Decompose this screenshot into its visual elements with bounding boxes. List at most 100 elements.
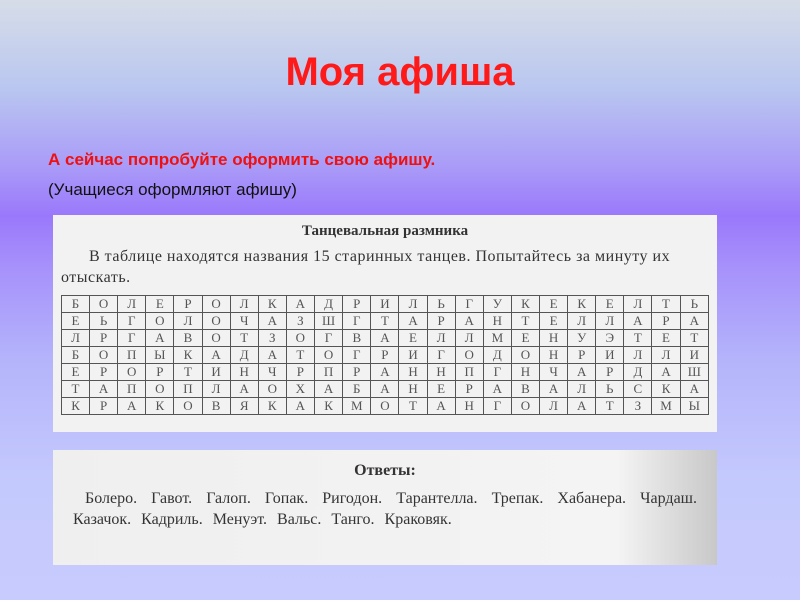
grid-cell: Л: [623, 346, 653, 364]
answers-text: Болеро. Гавот. Галоп. Гопак. Ригодон. Та…: [73, 490, 697, 528]
grid-cell: А: [539, 380, 569, 398]
grid-cell: А: [370, 380, 400, 398]
grid-cell: Н: [539, 329, 569, 347]
grid-cell: Е: [60, 312, 91, 330]
grid-cell: И: [201, 363, 231, 381]
grid-cell: З: [285, 312, 315, 330]
grid-cell: Н: [398, 380, 428, 398]
grid-cell: М: [342, 397, 372, 415]
grid-cell: С: [623, 380, 653, 398]
grid-cell: О: [285, 329, 315, 347]
grid-cell: Г: [313, 329, 344, 347]
grid-cell: А: [623, 312, 653, 330]
grid-cell: К: [173, 346, 203, 364]
grid-cell: Р: [454, 380, 484, 398]
grid-cell: Л: [173, 312, 203, 330]
grid-cell: О: [145, 380, 175, 398]
grid-cell: О: [201, 312, 231, 330]
grid-cell: О: [313, 346, 344, 364]
grid-cell: В: [342, 329, 372, 347]
grid-cell: О: [257, 380, 287, 398]
grid-cell: И: [595, 346, 625, 364]
grid-cell: К: [567, 295, 597, 313]
grid-cell: И: [398, 346, 428, 364]
grid-cell: А: [398, 312, 428, 330]
grid-cell: М: [482, 329, 512, 347]
grid-cell: Б: [60, 295, 91, 313]
grid-cell: Д: [623, 363, 653, 381]
grid-cell: А: [567, 397, 597, 415]
grid-cell: А: [482, 380, 512, 398]
grid-cell: А: [370, 329, 400, 347]
grid-cell: А: [285, 295, 315, 313]
grid-cell: Л: [229, 295, 259, 313]
grid-cell: Л: [454, 329, 484, 347]
grid-cell: Ь: [679, 295, 710, 313]
grid-cell: Ш: [679, 363, 710, 381]
grid-cell: У: [482, 295, 512, 313]
grid-cell: Н: [482, 312, 512, 330]
grid-cell: А: [651, 363, 681, 381]
grid-cell: Р: [89, 397, 119, 415]
grid-cell: Г: [454, 295, 484, 313]
grid-cell: К: [257, 295, 287, 313]
grid-cell: А: [257, 312, 287, 330]
grid-cell: Л: [539, 397, 569, 415]
grid-cell: Л: [651, 346, 681, 364]
grid-cell: А: [201, 346, 231, 364]
grid-cell: Л: [60, 329, 91, 347]
grid-cell: О: [370, 397, 400, 415]
grid-cell: Т: [285, 346, 315, 364]
grid-cell: Е: [60, 363, 91, 381]
grid-cell: Р: [426, 312, 456, 330]
grid-cell: А: [454, 312, 484, 330]
grid-cell: В: [173, 329, 203, 347]
grid-cell: У: [567, 329, 597, 347]
grid-cell: Ь: [426, 295, 456, 313]
grid-cell: Р: [567, 346, 597, 364]
grid-cell: Ч: [229, 312, 259, 330]
grid-cell: О: [454, 346, 484, 364]
grid-cell: К: [145, 397, 175, 415]
grid-cell: Н: [454, 397, 484, 415]
grid-cell: Т: [651, 295, 681, 313]
grid-cell: Ь: [595, 380, 625, 398]
grid-cell: Т: [398, 397, 428, 415]
grid-cell: О: [117, 363, 147, 381]
grid-cell: Л: [595, 312, 625, 330]
grid-cell: Л: [426, 329, 456, 347]
grid-cell: Р: [89, 329, 119, 347]
grid-cell: А: [229, 380, 259, 398]
grid-cell: Р: [342, 363, 372, 381]
grid-cell: Е: [539, 312, 569, 330]
grid-cell: О: [89, 346, 119, 364]
grid-cell: А: [257, 346, 287, 364]
grid-cell: О: [89, 295, 119, 313]
grid-cell: П: [117, 380, 147, 398]
grid-cell: О: [201, 295, 231, 313]
note-text: (Учащиеся оформляют афишу): [48, 180, 297, 199]
grid-cell: Е: [539, 295, 569, 313]
grid-cell: Ы: [679, 397, 710, 415]
grid-cell: Г: [342, 312, 372, 330]
grid-cell: Н: [426, 363, 456, 381]
grid-cell: Т: [510, 312, 541, 330]
grid-cell: П: [454, 363, 484, 381]
grid-cell: О: [510, 346, 541, 364]
grid-cell: Э: [595, 329, 625, 347]
grid-cell: П: [313, 363, 344, 381]
instruction-text: А сейчас попробуйте оформить свою афишу.: [48, 150, 436, 169]
grid-cell: Л: [117, 295, 147, 313]
grid-cell: К: [651, 380, 681, 398]
grid-cell: В: [510, 380, 541, 398]
grid-cell: Е: [426, 380, 456, 398]
grid-cell: О: [145, 312, 175, 330]
grid-cell: А: [145, 329, 175, 347]
grid-cell: Е: [145, 295, 175, 313]
grid-cell: П: [173, 380, 203, 398]
grid-cell: Г: [482, 397, 512, 415]
